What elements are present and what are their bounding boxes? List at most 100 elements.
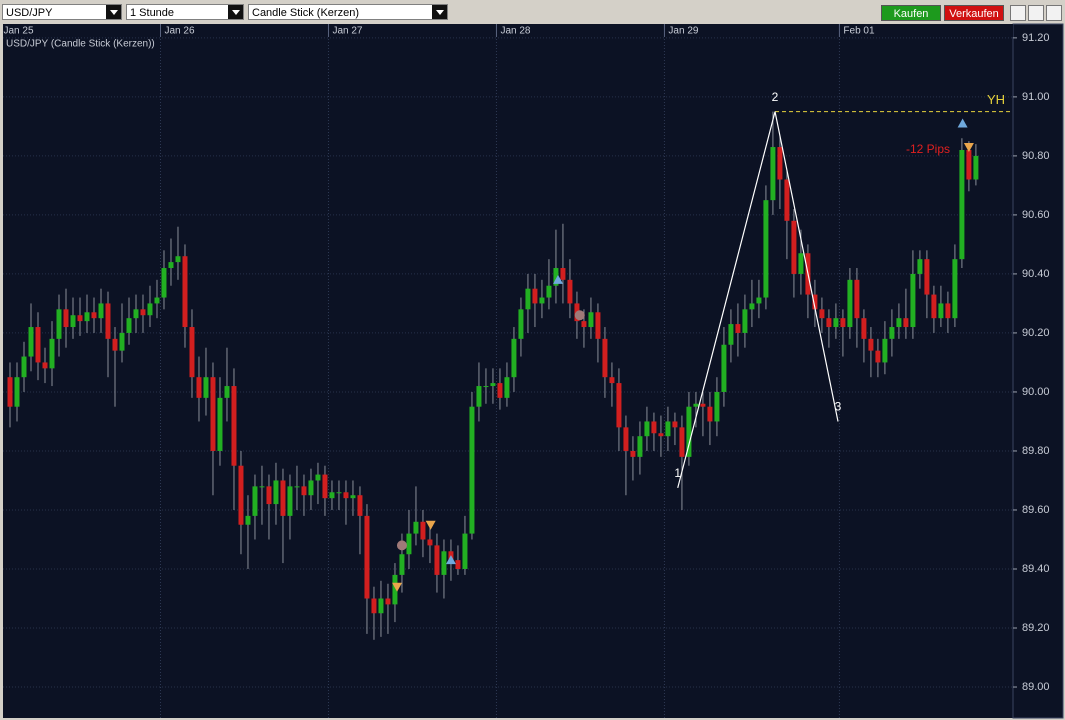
candle-body (371, 598, 377, 614)
candle-body (777, 147, 783, 180)
candle-body (854, 279, 860, 319)
candle-body (623, 427, 629, 451)
candle-body (511, 338, 517, 378)
candle-body (791, 220, 797, 274)
candle-body (322, 474, 328, 499)
candle-body (896, 318, 902, 328)
candle-body (763, 200, 769, 298)
candle-body (903, 318, 909, 328)
sell-button[interactable]: Verkaufen (944, 5, 1004, 21)
candle-body (280, 480, 286, 516)
signal-down (963, 143, 974, 153)
candle-body (637, 436, 643, 457)
candle-body (588, 312, 594, 328)
draw-icon[interactable] (1028, 5, 1044, 21)
style-dropdown[interactable]: Candle Stick (Kerzen) (248, 4, 448, 20)
candle-body (714, 391, 720, 422)
candle-body (273, 480, 279, 505)
candle-body (203, 377, 209, 398)
candle-body (875, 350, 881, 363)
candle-body (231, 386, 237, 466)
signal-down (392, 582, 403, 592)
candle-body (350, 495, 356, 499)
candle-body (749, 303, 755, 310)
candle-body (126, 318, 132, 333)
y-tick-label: 91.20 (1022, 32, 1050, 44)
candle-body (910, 273, 916, 328)
candle-body (252, 486, 258, 516)
y-tick-label: 89.20 (1022, 622, 1050, 634)
candle-body (931, 294, 937, 319)
candle-body (294, 486, 300, 488)
candle-body (140, 309, 146, 316)
candle-body (889, 327, 895, 339)
candle-body (434, 545, 440, 575)
candle-body (707, 406, 713, 422)
candle-body (84, 312, 90, 322)
signal-up (957, 118, 968, 128)
candle-body (42, 362, 48, 369)
candle-body (497, 383, 503, 398)
signal-dot (574, 310, 585, 321)
candle-body (539, 297, 545, 304)
candle-body (224, 386, 230, 398)
candle-body (238, 465, 244, 525)
symbol: USD/JPY (6, 7, 53, 19)
candle-body (217, 397, 223, 451)
symbol-dropdown[interactable]: USD/JPY (2, 4, 122, 20)
level-label: YH (987, 92, 1005, 107)
bars-icon[interactable] (1010, 5, 1026, 21)
candle-body (609, 377, 615, 384)
candle-body (840, 318, 846, 328)
buy-button[interactable]: Kaufen (881, 5, 941, 21)
x-tick-label: Feb 01 (843, 26, 875, 37)
candle-body (336, 492, 342, 494)
candle-body (693, 403, 699, 407)
interval-dropdown[interactable]: 1 Stunde (126, 4, 244, 20)
candle-body (287, 486, 293, 516)
pattern-label: 1 (674, 466, 681, 480)
candle-body (49, 338, 55, 369)
window-icon[interactable] (1046, 5, 1062, 21)
candle-body (357, 495, 363, 516)
candle-body (70, 315, 76, 328)
candle-body (210, 377, 216, 451)
candle-body (658, 433, 664, 437)
candle-body (301, 486, 307, 496)
candle-body (378, 598, 384, 614)
candle-body (147, 303, 153, 316)
candle-body (7, 377, 13, 407)
candle-body (168, 262, 174, 269)
x-tick-label: Jan 26 (164, 26, 194, 37)
candle-body (770, 147, 776, 201)
candle-body (686, 406, 692, 457)
candle-body (924, 259, 930, 295)
candle-body (420, 521, 426, 540)
candle-body (399, 554, 405, 575)
candle-body (413, 521, 419, 534)
y-tick-label: 90.60 (1022, 209, 1050, 221)
candle-body (938, 303, 944, 319)
candle-body (700, 403, 706, 407)
candle-body (315, 474, 321, 481)
candle-body (826, 318, 832, 328)
candle-body (630, 450, 636, 457)
candle-body (861, 318, 867, 339)
candle-body (56, 309, 62, 339)
candle-body (616, 383, 622, 428)
candle-body (455, 560, 461, 569)
y-tick-label: 90.00 (1022, 386, 1050, 398)
candle-body (882, 338, 888, 363)
pips-label: -12 Pips (906, 142, 950, 156)
candle-body (343, 492, 349, 499)
y-tick-label: 89.80 (1022, 445, 1050, 457)
candle-body (847, 279, 853, 328)
candle-body (973, 155, 979, 180)
candle-body (469, 406, 475, 534)
candle-body (644, 421, 650, 437)
candle-body (119, 332, 125, 351)
date-strip (3, 24, 1013, 37)
signal-up (445, 555, 456, 565)
candle-body (462, 533, 468, 569)
candle-body (35, 327, 41, 363)
